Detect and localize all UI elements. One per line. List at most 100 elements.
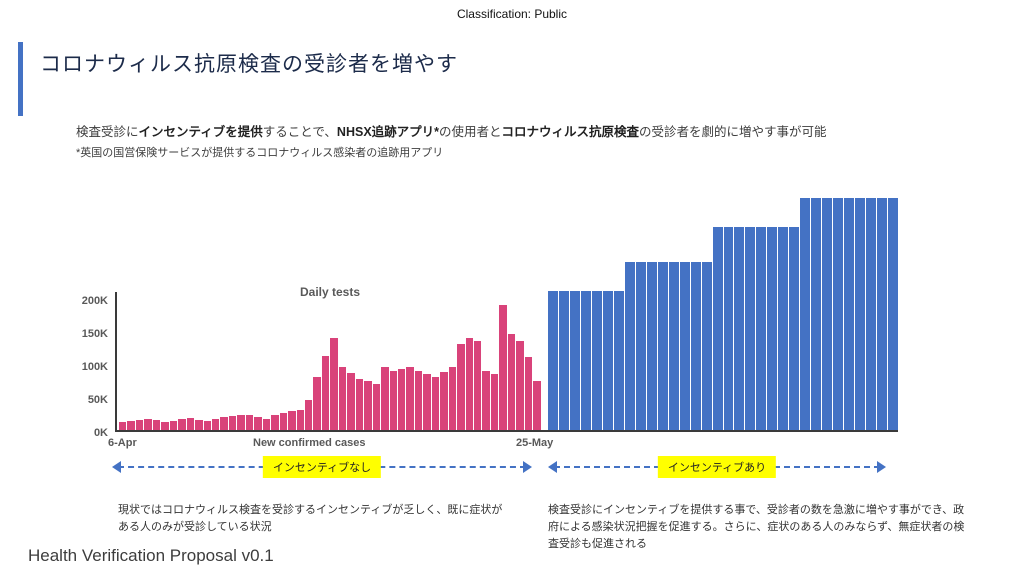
- projected-test-bar: [558, 291, 569, 430]
- actual-test-bar: [186, 418, 195, 430]
- actual-test-bar: [533, 380, 541, 430]
- y-tick-label: 150K: [81, 328, 108, 340]
- actual-test-bar: [288, 410, 296, 430]
- actual-test-bar: [296, 409, 304, 430]
- actual-test-bar: [406, 367, 414, 430]
- actual-test-bar: [389, 370, 397, 430]
- actual-test-bar: [482, 370, 490, 430]
- projected-test-bar: [635, 261, 646, 430]
- actual-test-bar: [321, 356, 330, 430]
- projected-test-bar: [778, 226, 789, 430]
- arrow-head-left-icon: [112, 461, 121, 473]
- intro-block: 検査受診にインセンティブを提供することで、NHSX追跡アプリ*の使用者とコロナウ…: [76, 121, 964, 160]
- actual-test-bar: [211, 419, 220, 430]
- actual-test-bar: [465, 337, 474, 430]
- with-incentive-label: インセンティブあり: [657, 456, 777, 478]
- actual-test-bar: [490, 373, 499, 430]
- y-tick-label: 200K: [81, 295, 108, 307]
- projected-test-bar: [569, 291, 580, 430]
- title-accent-bar: [18, 42, 23, 116]
- actual-test-bar: [381, 367, 389, 430]
- projected-test-bar: [789, 226, 800, 430]
- actual-test-bar: [178, 418, 186, 430]
- chart: 200K 150K 100K 50K 0K Daily tests 6-Apr New …: [82, 187, 898, 449]
- actual-test-bar: [372, 383, 381, 430]
- x-axis-start-label: 6-Apr: [108, 437, 137, 449]
- projected-test-bar: [822, 197, 833, 430]
- arrow-head-right-icon: [523, 461, 532, 473]
- actual-test-bar: [423, 373, 431, 430]
- actual-bars: [119, 304, 541, 430]
- y-axis-line: [115, 292, 117, 432]
- text-part: することで、: [262, 125, 337, 139]
- actual-test-bar: [304, 400, 313, 430]
- y-tick-label: 50K: [87, 394, 108, 406]
- no-incentive-range-arrow: インセンティブなし: [112, 456, 532, 478]
- footer-title: Health Verification Proposal v0.1: [28, 546, 274, 565]
- projected-test-bar: [745, 226, 756, 430]
- arrow-head-right-icon: [877, 461, 886, 473]
- projected-test-bar: [701, 261, 712, 430]
- actual-test-bar: [254, 417, 262, 430]
- actual-test-bar: [271, 415, 279, 430]
- actual-test-bar: [507, 334, 516, 430]
- projected-test-bar: [690, 261, 701, 430]
- projected-test-bar: [734, 226, 745, 430]
- projected-test-bar: [844, 197, 855, 430]
- actual-test-bar: [474, 340, 482, 430]
- projected-test-bar: [756, 226, 767, 430]
- intro-text: 検査受診にインセンティブを提供することで、NHSX追跡アプリ*の使用者とコロナウ…: [76, 121, 964, 140]
- arrow-row: インセンティブなし インセンティブあり: [112, 456, 898, 478]
- classification-label: Classification: Public: [456, 7, 568, 21]
- projected-test-bar: [602, 291, 613, 430]
- with-incentive-range-arrow: インセンティブあり: [548, 456, 886, 478]
- actual-test-bar: [516, 340, 524, 430]
- y-tick-label: 0K: [93, 427, 108, 439]
- projected-test-bar: [767, 226, 778, 430]
- actual-test-bar: [237, 415, 245, 430]
- text-part: の使用者と: [439, 125, 502, 139]
- actual-test-bar: [279, 412, 288, 430]
- projected-test-bar: [866, 197, 877, 430]
- chart-title: Daily tests: [300, 285, 361, 299]
- no-incentive-caption: 現状ではコロナウィルス検査を受診するインセンティブが乏しく、既に症状がある人のみ…: [118, 504, 503, 534]
- actual-test-bar: [431, 377, 440, 430]
- actual-test-bar: [127, 420, 135, 430]
- arrow-head-left-icon: [548, 461, 557, 473]
- actual-test-bar: [457, 344, 465, 430]
- projected-test-bar: [624, 261, 635, 430]
- projected-test-bar: [723, 226, 734, 430]
- text-part: インセンティブを提供: [138, 125, 263, 139]
- projected-test-bar: [580, 291, 591, 430]
- projected-test-bar: [657, 261, 668, 430]
- projected-bars: [548, 197, 898, 430]
- actual-test-bar: [169, 420, 178, 430]
- actual-test-bar: [119, 422, 127, 430]
- with-incentive-caption: 検査受診にインセンティブを提供する事で、受診者の数を急激に増やす事ができ、政府に…: [548, 504, 965, 551]
- projected-test-bar: [668, 261, 679, 430]
- x-axis-mid-label: New confirmed cases: [253, 437, 366, 449]
- actual-test-bar: [347, 373, 355, 430]
- projected-test-bar: [811, 197, 822, 430]
- actual-test-bar: [203, 421, 211, 430]
- projected-test-bar: [877, 197, 888, 430]
- projected-test-bar: [855, 197, 866, 430]
- x-axis-end-label: 25-May: [516, 437, 554, 449]
- actual-test-bar: [220, 417, 228, 430]
- projected-test-bar: [712, 226, 723, 430]
- text-part: NHSX追跡アプリ*: [336, 125, 440, 139]
- x-axis-line: [115, 430, 898, 432]
- actual-test-bar: [440, 371, 448, 430]
- actual-test-bar: [161, 422, 169, 430]
- text-part: の受診者を劇的に増やす事が可能: [639, 125, 827, 139]
- no-incentive-label: インセンティブなし: [262, 456, 382, 478]
- actual-test-bar: [313, 377, 321, 430]
- intro-footnote: *英国の国営保険サービスが提供するコロナウィルス感染者の追跡用アプリ: [76, 147, 444, 159]
- actual-test-bar: [228, 416, 237, 430]
- actual-test-bar: [448, 367, 457, 430]
- projected-test-bar: [679, 261, 690, 430]
- actual-test-bar: [499, 304, 507, 430]
- actual-test-bar: [355, 378, 364, 430]
- actual-test-bar: [245, 414, 254, 430]
